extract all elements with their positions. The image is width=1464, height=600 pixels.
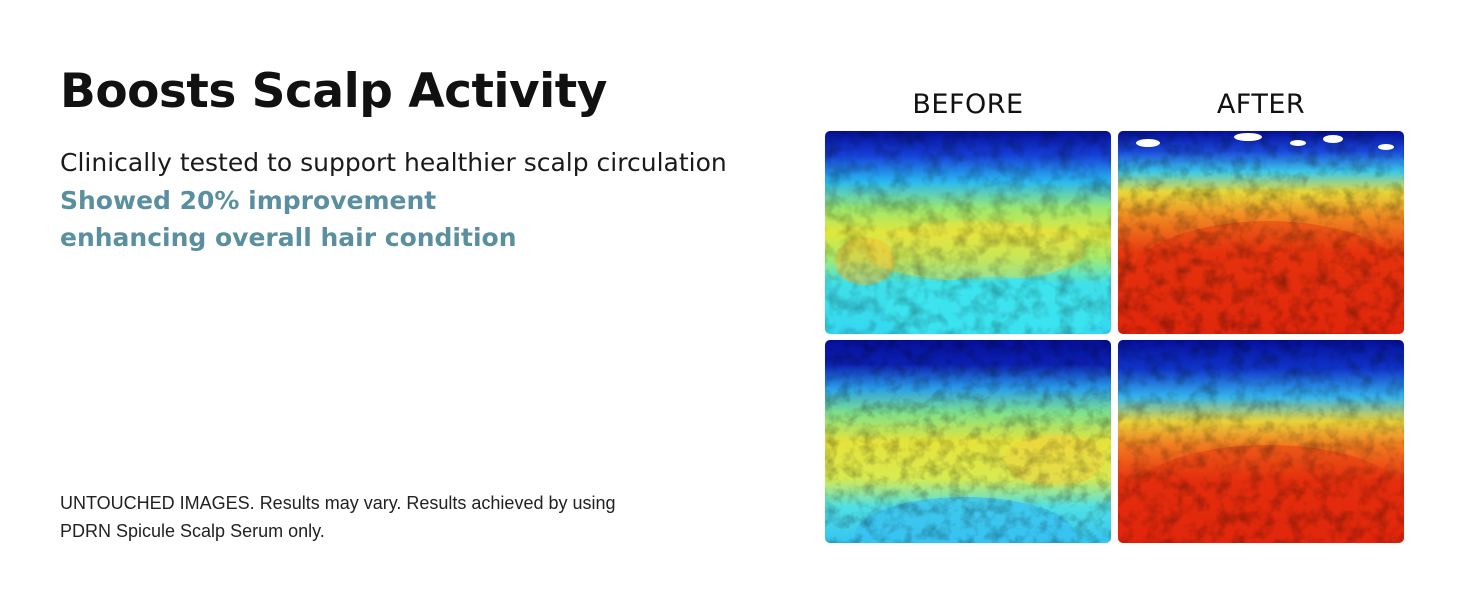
page-title: Boosts Scalp Activity (60, 64, 607, 119)
thermal-image-after-1 (1118, 131, 1404, 334)
thermal-image-before-1 (825, 131, 1111, 334)
highlight-line-2: enhancing overall hair condition (60, 223, 517, 252)
thermal-image-before-2 (825, 340, 1111, 543)
subtitle: Clinically tested to support healthier s… (60, 148, 727, 177)
disclaimer-line-1: UNTOUCHED IMAGES. Results may vary. Resu… (60, 493, 616, 513)
text-panel: Boosts Scalp Activity Clinically tested … (60, 0, 800, 600)
highlight-line-1: Showed 20% improvement (60, 186, 437, 215)
after-label: AFTER (1216, 89, 1306, 120)
before-label: BEFORE (912, 89, 1024, 120)
thermal-image-after-2 (1118, 340, 1404, 543)
disclaimer-line-2: PDRN Spicule Scalp Serum only. (60, 521, 325, 541)
